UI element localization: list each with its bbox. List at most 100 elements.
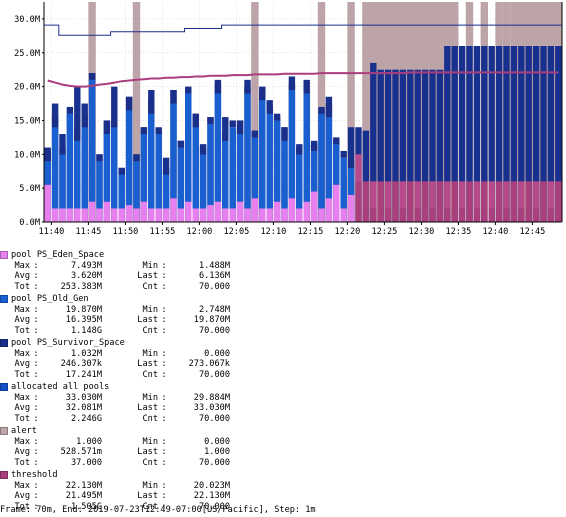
legend-survivor: pool PS_Survivor_Space Max:1.032M Min:0.0… — [0, 338, 566, 380]
stat-value: 22.130M — [193, 491, 230, 501]
x-tick-label: 12:20 — [334, 227, 360, 237]
bar-eden — [222, 208, 229, 222]
bar-oldgen — [199, 154, 207, 209]
bar-survivor — [281, 127, 288, 141]
legend-allocated: allocated all pools Max:33.030M Min:29.88… — [0, 382, 566, 424]
x-tick-label: 11:45 — [75, 227, 101, 237]
stat-label: Cnt — [142, 325, 158, 336]
stat-value: 17.241M — [65, 369, 102, 380]
bar-eden — [362, 208, 370, 222]
bar-allocated — [488, 46, 495, 222]
bar-survivor — [236, 120, 244, 134]
bar-eden — [236, 201, 244, 222]
stat-value: 70.000 — [198, 325, 230, 336]
chart-bars — [44, 46, 562, 222]
bar-survivor — [318, 106, 325, 114]
bar-oldgen — [185, 93, 192, 202]
bar-threshold-fill — [444, 181, 451, 209]
bar-eden — [103, 201, 111, 222]
bar-allocated — [458, 46, 466, 222]
stat-label: Max — [14, 480, 30, 491]
bar-eden — [458, 208, 466, 222]
stat-label: Cnt — [142, 369, 158, 380]
bar-oldgen — [111, 127, 118, 209]
bar-allocated — [518, 46, 525, 222]
bar-survivor — [251, 130, 259, 138]
stat-value: 37.000 — [70, 457, 102, 468]
bar-survivor — [140, 127, 148, 134]
stat-label: Last — [137, 359, 158, 369]
bar-eden — [244, 208, 251, 222]
bar-eden — [214, 201, 222, 222]
stat-value: 2.246G — [70, 413, 102, 424]
stat-value: 29.884M — [193, 392, 230, 403]
bar-eden — [170, 198, 177, 222]
bar-survivor — [288, 83, 296, 90]
bar-oldgen — [155, 134, 162, 209]
bar-allocated — [525, 46, 532, 222]
bar-eden — [532, 208, 540, 222]
bar-survivor — [81, 113, 88, 128]
bar-oldgen — [281, 140, 288, 209]
stat-value: 70.000 — [198, 501, 230, 512]
allocated-max-line — [44, 24, 562, 36]
bar-survivor — [96, 154, 103, 162]
bar-oldgen — [81, 127, 88, 209]
stat-label: Min — [142, 436, 158, 447]
bar-oldgen — [170, 103, 177, 199]
bar-survivor — [133, 154, 140, 162]
stat-value: 70.000 — [198, 369, 230, 380]
bar-allocated — [436, 69, 444, 222]
chart-lines — [44, 24, 562, 88]
stat-value: 19.870M — [193, 315, 230, 325]
stat-label: Tot — [14, 369, 30, 380]
bar-eden — [296, 208, 303, 222]
bar-oldgen — [340, 157, 347, 209]
stat-value: 1.032M — [70, 348, 102, 359]
y-tick-labels: 0.0M 5.0M 10.0M 15.0M 20.0M 25.0M 30.0M — [14, 15, 44, 228]
bar-threshold-fill — [547, 181, 555, 209]
bar-oldgen — [148, 113, 155, 209]
bar-threshold-fill — [555, 181, 562, 209]
bar-eden — [407, 208, 414, 222]
y-tick-label: 10.0M — [14, 150, 40, 160]
stat-value: 2.748M — [198, 304, 230, 315]
bar-allocated — [547, 46, 555, 222]
alert-band — [347, 2, 355, 222]
bar-oldgen — [244, 93, 251, 209]
legend-swatch — [0, 251, 8, 260]
bar-eden — [518, 208, 525, 222]
bar-survivor — [162, 167, 170, 175]
bar-survivor — [74, 127, 81, 141]
bar-oldgen — [192, 127, 199, 209]
bar-eden — [125, 205, 133, 222]
x-tick-label: 12:10 — [260, 227, 286, 237]
bar-oldgen — [103, 134, 111, 202]
stat-label: Min — [142, 304, 158, 315]
bar-survivor — [88, 73, 96, 80]
bar-survivor — [310, 144, 318, 151]
stat-value: 22.130M — [65, 480, 102, 491]
bar-eden — [148, 208, 155, 222]
x-tick-label: 11:40 — [38, 227, 64, 237]
stat-value: 0.000 — [204, 348, 230, 359]
bar-survivor — [148, 100, 155, 114]
stat-value: 0.000 — [204, 436, 230, 447]
bar-oldgen — [303, 93, 310, 202]
bar-oldgen — [266, 113, 273, 209]
bar-eden — [473, 208, 481, 222]
legend-title: threshold — [11, 470, 58, 480]
bar-oldgen — [133, 161, 140, 209]
bar-eden — [436, 208, 444, 222]
bar-oldgen — [162, 174, 170, 209]
x-tick-label: 12:45 — [519, 227, 545, 237]
stat-label: Max — [14, 436, 30, 447]
stat-value: 20.023M — [193, 480, 230, 491]
bar-oldgen — [207, 123, 214, 206]
stat-label: Avg — [14, 403, 30, 413]
bar-survivor — [340, 150, 347, 158]
stat-label: Max — [14, 392, 30, 403]
bar-eden — [333, 184, 340, 222]
stat-value: 528.571m — [60, 447, 102, 457]
bar-survivor — [207, 117, 214, 124]
